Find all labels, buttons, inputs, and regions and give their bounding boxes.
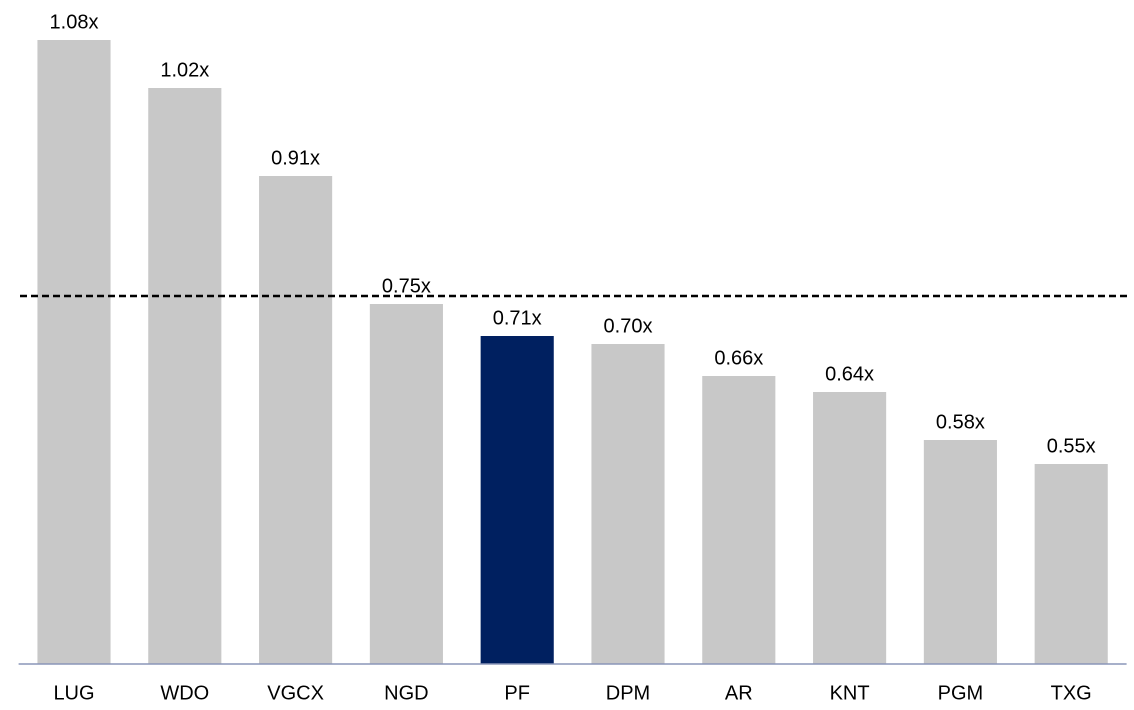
x-tick-label: WDO	[160, 682, 209, 704]
value-label: 0.58x	[936, 411, 985, 433]
value-label: 0.75x	[382, 275, 431, 297]
bar	[148, 88, 222, 664]
value-label: 1.08x	[50, 11, 99, 33]
x-tick-label: TXG	[1051, 682, 1092, 704]
bar	[813, 392, 887, 664]
value-label: 0.71x	[493, 307, 542, 329]
value-label: 0.55x	[1047, 435, 1096, 457]
x-tick-label: VGCX	[267, 682, 324, 704]
value-label: 0.66x	[714, 347, 763, 369]
bar	[37, 40, 111, 664]
x-tick-label: DPM	[606, 682, 650, 704]
bar	[923, 440, 997, 664]
x-tick-label: PGM	[938, 682, 984, 704]
x-tick-label: NGD	[384, 682, 428, 704]
bar	[1034, 464, 1108, 664]
value-label: 0.91x	[271, 147, 320, 169]
x-tick-label: AR	[725, 682, 753, 704]
x-tick-label: PF	[504, 682, 530, 704]
x-tick-label: LUG	[53, 682, 94, 704]
value-label: 0.64x	[825, 363, 874, 385]
value-label: 1.02x	[160, 59, 209, 81]
value-label: 0.70x	[604, 315, 653, 337]
bar	[369, 304, 443, 664]
x-tick-label: KNT	[830, 682, 870, 704]
bar	[259, 176, 333, 664]
bar	[702, 376, 776, 664]
bar	[480, 336, 554, 664]
bar	[591, 344, 665, 664]
